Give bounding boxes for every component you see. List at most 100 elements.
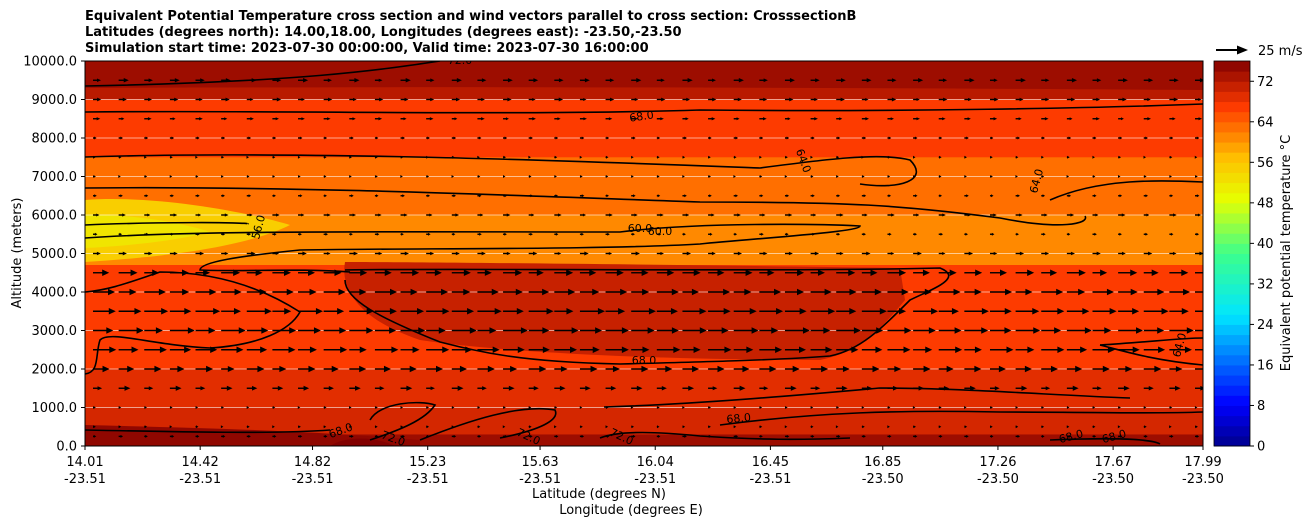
wind-vector-head [1094, 232, 1097, 236]
wind-vector [323, 308, 345, 315]
wind-vector [528, 232, 533, 236]
wind-vector [246, 213, 253, 217]
wind-vector [733, 213, 741, 217]
wind-vector-head [251, 251, 256, 256]
wind-vector-head [1025, 288, 1033, 296]
wind-vector [477, 269, 492, 276]
colorbar-step [1214, 142, 1250, 153]
wind-vector-head [121, 117, 125, 121]
wind-vector [195, 365, 214, 373]
wind-vector-head [810, 155, 813, 159]
wind-vector-head [641, 269, 649, 276]
wind-vector-head [136, 327, 144, 334]
wind-vector [861, 346, 883, 353]
colorbar-step [1214, 415, 1250, 427]
wind-vector-head [129, 288, 137, 296]
wind-vector [759, 308, 784, 315]
wind-vector [1118, 136, 1123, 140]
wind-vector [554, 117, 561, 121]
wind-vector [528, 251, 538, 256]
wind-vector-head [146, 232, 149, 236]
wind-vector-head [198, 213, 202, 217]
wind-vector [323, 251, 331, 256]
wind-vector [195, 213, 202, 217]
wind-vector-head [708, 425, 711, 429]
wind-vector-head [1147, 117, 1152, 121]
wind-vector-head [302, 251, 307, 256]
wind-vector-head [273, 434, 277, 438]
wind-vector [887, 78, 897, 83]
wind-vector [144, 194, 149, 198]
wind-vector [656, 327, 679, 334]
contour-line-8 [1049, 180, 1203, 201]
wind-vector [1143, 232, 1148, 236]
wind-vector-head [530, 136, 533, 140]
wind-vector-head [890, 117, 894, 121]
wind-vector-head [721, 327, 729, 334]
wind-vector [528, 175, 532, 178]
wind-vector-head [492, 346, 500, 353]
wind-vector-head [158, 288, 166, 296]
wind-vector [195, 78, 205, 83]
wind-vector-head [939, 175, 942, 178]
wind-vector-head [505, 117, 509, 121]
wind-vector [682, 194, 687, 198]
wind-vector-head [583, 98, 587, 101]
wind-vector-head [605, 155, 609, 159]
wind-vector-head [482, 386, 487, 391]
wind-vector [272, 308, 292, 315]
wind-vector [169, 251, 178, 256]
wind-vector [1195, 117, 1203, 121]
wind-vector [861, 155, 865, 159]
wind-vector-head [939, 434, 943, 438]
wind-vector-head [124, 385, 131, 391]
wind-vector [1118, 155, 1122, 159]
wind-vector-head [580, 175, 583, 178]
field-band-3 [85, 157, 1203, 215]
wind-vector [144, 327, 163, 334]
wind-vector [656, 425, 660, 429]
wind-vector [426, 117, 434, 121]
wind-vector [451, 175, 455, 178]
wind-vector-head [350, 232, 353, 236]
wind-vector-head [255, 269, 263, 276]
wind-vector [1092, 232, 1097, 236]
wind-vector-head [1121, 117, 1124, 121]
wind-vector [887, 175, 891, 178]
wind-vector [503, 97, 512, 102]
wind-vector [759, 346, 783, 353]
wind-vector [349, 288, 367, 296]
wind-vector-head [337, 308, 345, 315]
wind-vector [169, 232, 174, 236]
wind-vector-head [325, 232, 328, 236]
wind-vector-head [799, 346, 807, 353]
wind-vector-head [887, 155, 891, 159]
wind-vector [1041, 434, 1045, 438]
wind-vector-head [1093, 136, 1097, 140]
wind-vector [1169, 175, 1172, 178]
wind-vector-head [1161, 308, 1169, 315]
wind-vector-head [338, 288, 346, 296]
wind-vector-head [708, 155, 711, 159]
wind-vector-head [222, 194, 225, 198]
wind-vector-head [759, 155, 762, 159]
wind-vector-head [1171, 434, 1174, 438]
wind-vector-head [554, 425, 557, 429]
wind-vector-head [815, 78, 820, 83]
wind-vector [1015, 97, 1024, 102]
wind-vector-head [609, 213, 613, 217]
wind-vector-head [965, 232, 968, 236]
wind-vector [169, 269, 190, 276]
wind-vector-head [682, 155, 686, 159]
wind-vector [579, 117, 587, 121]
wind-vector [554, 251, 562, 256]
wind-vector [400, 346, 420, 353]
wind-vector [451, 406, 455, 409]
y-axis: 0.01000.02000.03000.04000.05000.06000.07… [23, 55, 85, 455]
wind-vector-head [428, 232, 431, 236]
wind-vector [1015, 406, 1019, 409]
wind-vector-head [250, 98, 254, 101]
wind-vector [605, 232, 610, 236]
wind-vector [938, 269, 957, 276]
wind-vector [810, 288, 832, 296]
